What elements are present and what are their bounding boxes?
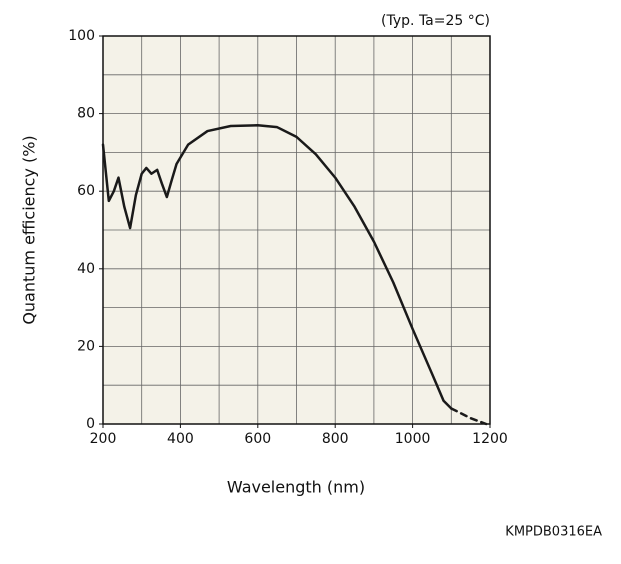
y-tick-label: 100 bbox=[68, 28, 95, 44]
x-tick-label: 600 bbox=[244, 431, 271, 447]
x-tick-label: 1000 bbox=[395, 431, 431, 447]
x-tick-label: 200 bbox=[90, 431, 117, 447]
plot-frame bbox=[102, 35, 491, 425]
y-tick-label: 0 bbox=[86, 416, 95, 432]
figure-code: KMPDB0316EA bbox=[505, 525, 602, 540]
y-tick-label: 40 bbox=[77, 261, 95, 277]
x-tick-label: 800 bbox=[322, 431, 349, 447]
y-axis-label: Quantum efficiency (%) bbox=[20, 135, 39, 324]
x-axis-label: Wavelength (nm) bbox=[227, 478, 365, 497]
data-line bbox=[101, 123, 453, 410]
x-tick-label: 1200 bbox=[472, 431, 508, 447]
y-tick-label: 60 bbox=[77, 183, 95, 199]
y-tick-label: 20 bbox=[77, 338, 95, 354]
y-tick-label: 80 bbox=[77, 106, 95, 122]
x-tick-label: 400 bbox=[167, 431, 194, 447]
data-line bbox=[450, 407, 488, 426]
annotation: (Typ. Ta=25 °C) bbox=[381, 13, 490, 29]
